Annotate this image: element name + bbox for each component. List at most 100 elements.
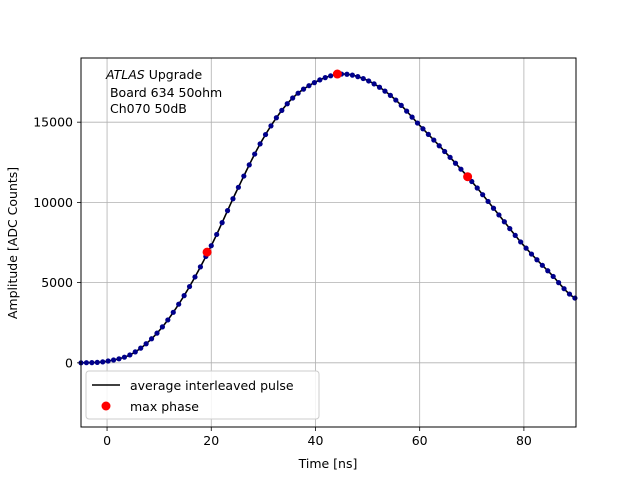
pulse-sample-point — [110, 357, 117, 363]
pulse-sample-point — [219, 220, 225, 226]
legend-entry-average-pulse: average interleaved pulse — [130, 378, 294, 393]
plot-frame — [80, 57, 577, 428]
pulse-sample-point — [528, 251, 535, 257]
annotation: ATLAS Upgrade Board 634 50ohm Ch070 50dB — [105, 67, 222, 116]
pulse-sample-point — [235, 184, 241, 190]
pulse-sample-point — [507, 226, 513, 232]
max-phase-point — [202, 247, 212, 257]
grid — [81, 58, 576, 427]
annotation-line-3: Ch070 50dB — [106, 101, 187, 116]
pulse-sample-point — [192, 274, 198, 280]
pulse-sample-point — [262, 131, 269, 138]
y-tick-label: 10000 — [33, 195, 73, 210]
pulse-sample-point — [420, 126, 426, 132]
pulse-sample-point — [100, 359, 106, 365]
y-axis-label: Amplitude [ADC Counts] — [5, 167, 20, 319]
pulse-sample-point — [490, 205, 497, 211]
pulse-sample-point — [132, 349, 138, 355]
pulse-sample-point — [382, 88, 388, 94]
pulse-sample-point — [154, 330, 160, 336]
pulse-sample-point — [425, 131, 431, 138]
pulse-sample-point — [534, 257, 540, 263]
pulse-sample-point — [561, 286, 567, 292]
pulse-sample-point — [371, 81, 377, 87]
pulse-sample-point — [89, 360, 95, 366]
pulse-sample-point — [409, 114, 415, 120]
legend-box — [85, 370, 320, 420]
pulse-sample-point — [458, 166, 464, 172]
pulse-sample-point — [246, 162, 252, 168]
pulse-sample-point — [523, 245, 529, 251]
pulse-sample-point — [545, 268, 551, 274]
pulse-sample-point — [83, 360, 90, 366]
pulse-sample-point — [366, 78, 372, 84]
pulse-sample-point — [317, 77, 323, 83]
pulse-sample-point — [431, 137, 437, 143]
annotation-line-1: ATLAS Upgrade — [105, 67, 202, 82]
pulse-sample-point — [344, 71, 350, 77]
pulse-sample-point — [290, 95, 296, 101]
pulse-sample-point — [387, 92, 393, 98]
pulse-sample-point — [404, 108, 410, 114]
y-tick-label: 0 — [65, 355, 73, 370]
pulse-sample-point — [300, 86, 307, 92]
pulse-sample-point — [214, 231, 220, 238]
pulse-sample-point — [414, 120, 421, 126]
pulse-sample-point — [273, 115, 279, 121]
annotation-line-2: Board 634 50ohm — [106, 85, 222, 100]
pulse-sample-point — [355, 74, 361, 80]
pulse-sample-point — [165, 317, 171, 323]
pulse-sample-point — [447, 154, 453, 160]
pulse-sample-point — [518, 239, 524, 245]
pulse-sample-point — [295, 90, 301, 96]
pulse-sample-point — [197, 264, 204, 270]
pulse-sample-point — [186, 283, 193, 290]
x-tick-label: 60 — [412, 433, 428, 448]
pulse-sample-point — [284, 101, 290, 107]
x-tick-label: 40 — [308, 433, 324, 448]
pulse-sample-point — [121, 354, 128, 360]
points-layer — [78, 71, 578, 366]
pulse-sample-point — [306, 83, 312, 89]
pulse-sample-point — [474, 185, 480, 191]
pulse-sample-point — [279, 107, 285, 113]
annotation-upgrade: Upgrade — [145, 67, 203, 82]
pulse-sample-point — [241, 173, 247, 179]
pulse-sample-point — [127, 352, 133, 358]
pulse-sample-point — [480, 192, 486, 198]
pulse-sample-point — [176, 301, 182, 307]
x-axis-label: Time [ns] — [298, 456, 358, 471]
max-phase-point — [332, 69, 342, 79]
pulse-sample-point — [208, 243, 214, 249]
pulse-sample-point — [252, 151, 258, 157]
pulse-sample-point — [116, 356, 122, 362]
pulse-sample-point — [442, 148, 448, 155]
pulse-sample-point — [393, 97, 399, 103]
pulse-sample-point — [572, 295, 578, 301]
pulse-sample-point — [566, 291, 573, 297]
pulse-sample-point — [170, 309, 176, 315]
pulse-sample-point — [181, 293, 187, 299]
x-tick-label: 0 — [103, 433, 111, 448]
x-tick-label: 20 — [203, 433, 219, 448]
legend: average interleaved pulse max phase — [85, 370, 320, 420]
pulse-sample-point — [94, 359, 100, 365]
pulse-sample-point — [501, 219, 507, 225]
pulse-sample-point — [224, 208, 231, 214]
pulse-sample-point — [143, 341, 149, 347]
x-tick-label: 80 — [516, 433, 532, 448]
pulse-sample-point — [349, 72, 355, 78]
pulse-sample-point — [257, 141, 263, 147]
pulse-sample-point — [452, 160, 459, 166]
pulse-sample-point — [105, 358, 111, 364]
pulse-sample-point — [138, 345, 144, 351]
max-phase-point — [463, 172, 473, 182]
pulse-sample-point — [485, 198, 491, 205]
pulse-sample-point — [556, 280, 562, 286]
pulse-sample-point — [159, 324, 166, 330]
x-ticks: 0 20 40 60 80 — [103, 427, 532, 448]
pulse-sample-point — [539, 262, 545, 268]
pulse-sample-point — [148, 336, 155, 342]
pulse-sample-point — [230, 196, 236, 202]
pulse-sample-point — [398, 102, 404, 108]
